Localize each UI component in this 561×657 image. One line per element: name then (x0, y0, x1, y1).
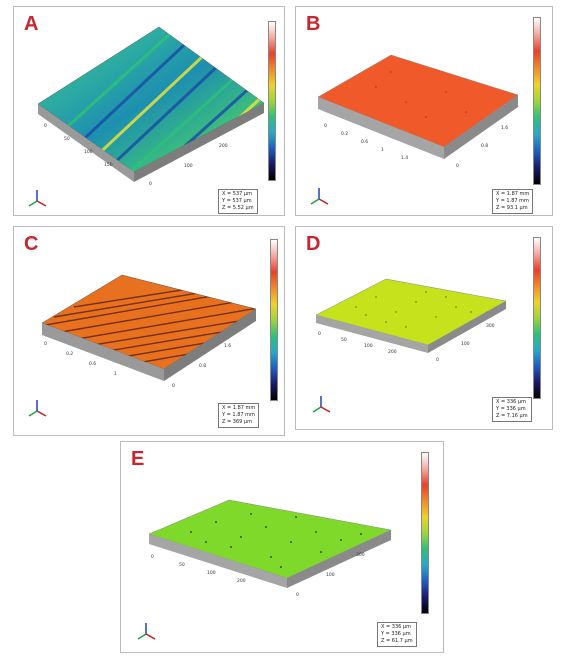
svg-text:200: 200 (388, 349, 397, 355)
svg-text:0: 0 (151, 554, 154, 560)
dim-y: Y = 1.87 mm (222, 412, 255, 418)
panel-a: 0 50 100 150 0 100 200 A X = 537 µm Y = 537 µ… (13, 6, 285, 216)
panel-label-a: A (24, 13, 39, 35)
svg-text:1.4: 1.4 (401, 155, 408, 161)
surface-plot-e: 0 50 100 200 0 100 300 (148, 499, 392, 598)
dim-x: X = 336 µm (496, 399, 526, 405)
surface-d (315, 278, 507, 346)
dimension-box-b: X = 1.87 mm Y = 1.87 mm Z = 93.1 µm (492, 189, 534, 214)
panel-c: 0 0.2 0.6 1 0 0.8 1.6 C X = 1.87 mm Y = 1.87 … (13, 226, 285, 436)
dim-x: X = 537 µm (222, 191, 252, 197)
panel-label-e: E (131, 448, 145, 470)
dim-z: Z = 5.52 µm (222, 205, 254, 211)
dim-z: Z = 7.16 µm (496, 413, 528, 419)
surface-a (37, 26, 265, 173)
svg-text:200: 200 (237, 578, 246, 584)
dim-y: Y = 336 µm (496, 406, 526, 412)
svg-text:100: 100 (364, 343, 373, 349)
panel-b: 0 0.2 0.6 1 1.4 0 0.8 1.6 B X = 1.87 mm Y = 1.… (295, 6, 553, 216)
surface-plot-c: 0 0.2 0.6 1 0 0.8 1.6 (41, 274, 257, 389)
svg-text:50: 50 (179, 562, 185, 568)
svg-text:1.6: 1.6 (501, 125, 508, 131)
surface-plot-b: 0 0.2 0.6 1 1.4 0 0.8 1.6 (317, 54, 519, 169)
svg-text:0: 0 (149, 181, 152, 187)
dim-y: Y = 537 µm (222, 198, 252, 204)
svg-text:0.2: 0.2 (66, 351, 73, 357)
panel-label-c: C (24, 233, 39, 255)
dim-x: X = 1.87 mm (496, 191, 530, 197)
svg-text:150: 150 (104, 162, 113, 168)
surface-c (41, 274, 257, 370)
dim-x: X = 336 µm (381, 624, 411, 630)
svg-text:100: 100 (184, 163, 193, 169)
svg-text:100: 100 (84, 149, 93, 155)
svg-text:0: 0 (456, 163, 459, 169)
svg-text:1: 1 (114, 371, 117, 377)
panel-d: 0 50 100 200 0 100 300 D X = 336 µm Y = 336 µ… (295, 226, 553, 430)
svg-text:0.2: 0.2 (341, 131, 348, 137)
svg-text:0.6: 0.6 (89, 361, 96, 367)
colorbar-c (270, 239, 278, 401)
dimension-box-c: X = 1.87 mm Y = 1.87 mm Z = 369 µm (218, 403, 260, 428)
svg-text:50: 50 (341, 337, 347, 343)
dim-x: X = 1.87 mm (222, 405, 256, 411)
svg-text:0.6: 0.6 (361, 139, 368, 145)
svg-text:300: 300 (486, 323, 495, 329)
svg-text:0: 0 (296, 592, 299, 598)
dimension-box-d: X = 336 µm Y = 336 µm Z = 7.16 µm (492, 397, 532, 422)
panel-label-b: B (306, 13, 321, 35)
svg-text:1.6: 1.6 (224, 343, 231, 349)
svg-text:100: 100 (461, 341, 470, 347)
svg-text:0.8: 0.8 (481, 143, 488, 149)
panel-label-d: D (306, 233, 321, 255)
svg-text:0: 0 (318, 331, 321, 337)
svg-text:100: 100 (326, 572, 335, 578)
svg-text:0: 0 (172, 383, 175, 389)
svg-text:300: 300 (356, 552, 365, 558)
dim-z: Z = 93.1 µm (496, 205, 528, 211)
svg-text:200: 200 (219, 143, 228, 149)
svg-text:0: 0 (44, 341, 47, 347)
svg-text:50: 50 (64, 136, 70, 142)
colorbar-b (533, 17, 541, 185)
dimension-box-a: X = 537 µm Y = 537 µm Z = 5.52 µm (218, 189, 258, 214)
colorbar-a (268, 21, 276, 181)
surface-plot-d: 0 50 100 200 0 100 300 (315, 278, 507, 363)
surface-plot-a: 0 50 100 150 0 100 200 (37, 26, 265, 187)
svg-text:1: 1 (381, 147, 384, 153)
svg-text:0: 0 (44, 123, 47, 129)
svg-text:0.8: 0.8 (199, 363, 206, 369)
surface-e (148, 499, 392, 579)
dim-z: Z = 369 µm (222, 419, 252, 425)
colorbar-d (533, 237, 541, 399)
dimension-box-e: X = 336 µm Y = 336 µm Z = 61.7 µm (377, 622, 417, 647)
colorbar-e (421, 452, 429, 614)
svg-text:100: 100 (207, 570, 216, 576)
dim-y: Y = 1.87 mm (496, 198, 529, 204)
svg-text:0: 0 (436, 357, 439, 363)
panel-e: 0 50 100 200 0 100 300 E X = 336 µm Y = 336 µ… (120, 441, 444, 653)
svg-text:0: 0 (324, 123, 327, 129)
dim-z: Z = 61.7 µm (381, 638, 413, 644)
dim-y: Y = 336 µm (381, 631, 411, 637)
